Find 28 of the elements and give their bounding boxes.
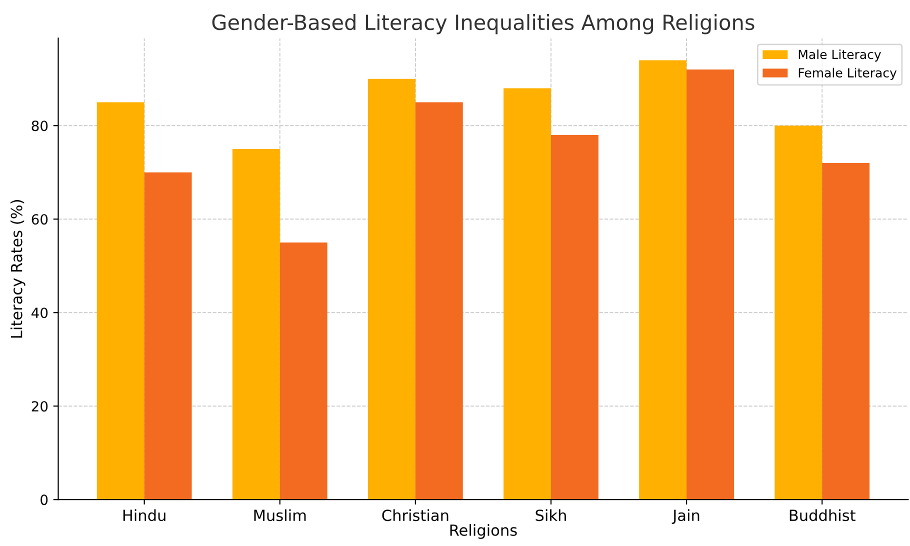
- x-tick-label: Buddhist: [790, 509, 856, 522]
- bar: [550, 134, 598, 500]
- y-tick-label: 60: [32, 214, 48, 225]
- bar: [368, 78, 416, 500]
- y-tick-label: 20: [32, 401, 48, 412]
- bar: [144, 172, 192, 500]
- x-axis-title: Religions: [450, 524, 517, 539]
- bar: [686, 70, 734, 500]
- bar: [232, 149, 280, 500]
- y-axis-title: Literacy Rates (%): [10, 200, 26, 338]
- x-tick-label: Hindu: [123, 509, 166, 522]
- x-tick-label: Christian: [382, 509, 448, 522]
- bar: [774, 126, 822, 500]
- bar: [822, 163, 870, 500]
- y-tick-label: 0: [40, 494, 48, 506]
- x-tick-label: Sikh: [536, 509, 566, 522]
- bar: [639, 60, 687, 500]
- x-tick-label: Muslim: [254, 509, 306, 522]
- bar: [96, 102, 144, 500]
- legend-label: Male Literacy: [798, 49, 881, 62]
- bar: [280, 242, 328, 500]
- y-tick-label: 40: [32, 308, 48, 318]
- y-tick-label: 80: [32, 120, 48, 132]
- x-tick-label: Jain: [672, 509, 700, 524]
- chart-title: Gender-Based Literacy Inequalities Among Religions: [212, 14, 754, 34]
- bar: [504, 88, 551, 500]
- bar: [415, 102, 463, 500]
- legend-label: Female Literacy: [798, 68, 897, 80]
